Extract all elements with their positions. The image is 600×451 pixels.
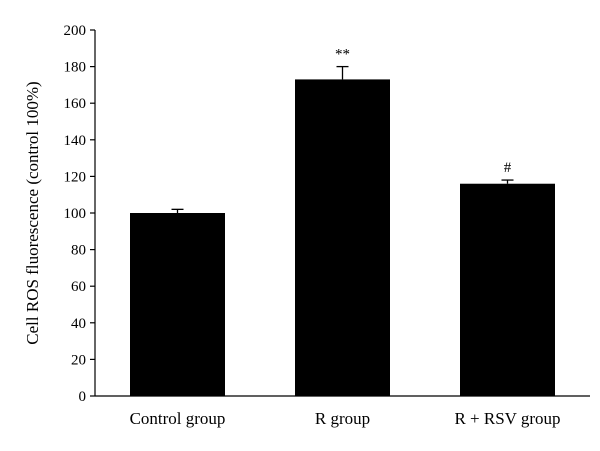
y-tick-label: 120 (64, 169, 87, 185)
y-tick-label: 160 (64, 96, 87, 112)
y-tick-label: 180 (64, 60, 87, 76)
bar (295, 79, 390, 396)
y-tick-label: 60 (71, 279, 86, 295)
y-tick-label: 40 (71, 316, 86, 332)
y-tick-label: 100 (64, 206, 87, 222)
error-bars (171, 65, 514, 213)
y-tick-label: 200 (64, 23, 87, 39)
x-category-label: R + RSV group (454, 409, 560, 428)
x-category-label: R group (315, 409, 370, 428)
bars (130, 79, 555, 396)
bar (460, 183, 555, 396)
y-tick-label: 0 (79, 389, 87, 405)
x-category-label: Control group (130, 409, 226, 428)
y-axis-ticks: 0 20 40 60 80 100 120 140 160 180 200 (64, 23, 95, 405)
bar (130, 213, 225, 396)
y-axis-title: Cell ROS fluorescence (control 100%) (23, 81, 42, 344)
significance-mark: # (504, 160, 512, 176)
significance-annotations: ** # (335, 47, 512, 176)
y-tick-label: 80 (71, 243, 86, 259)
x-axis-labels: Control group R group R + RSV group (130, 409, 561, 428)
y-tick-label: 140 (64, 133, 87, 149)
y-tick-label: 20 (71, 352, 86, 368)
significance-mark: ** (335, 47, 350, 63)
